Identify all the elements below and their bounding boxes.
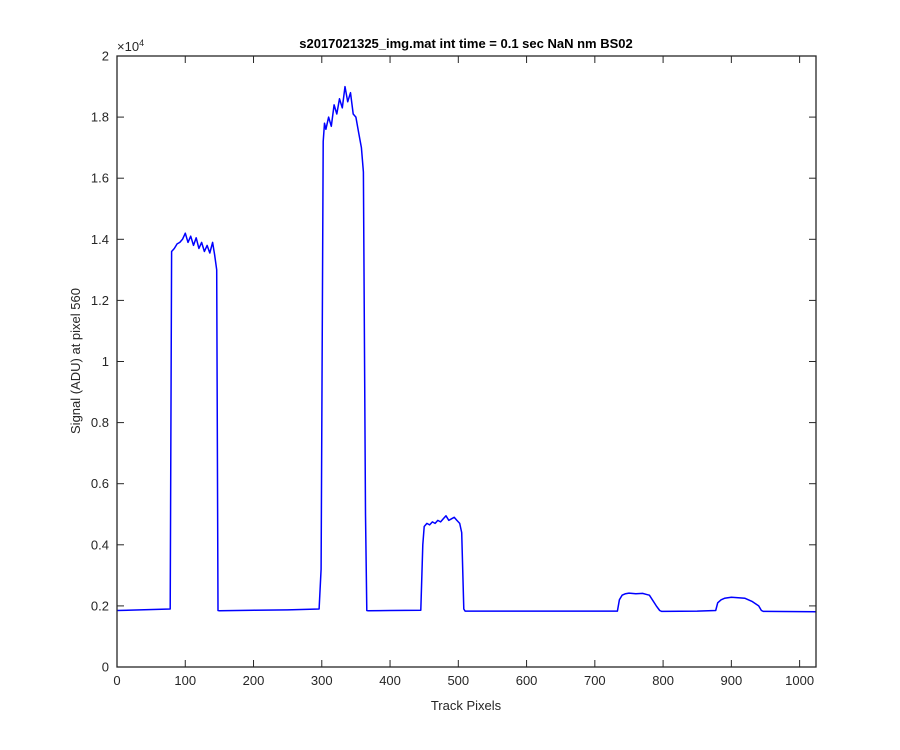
y-tick-label: 1 — [102, 354, 109, 369]
y-axis-exponent: ×104 — [117, 38, 144, 54]
x-tick-label: 500 — [447, 673, 469, 688]
x-tick-label: 100 — [174, 673, 196, 688]
x-tick-label: 0 — [113, 673, 120, 688]
series-layer — [116, 85, 817, 613]
y-axis-label: Signal (ADU) at pixel 560 — [68, 288, 83, 434]
y-axis-exponent-power: 4 — [139, 38, 144, 48]
x-tick-label: 900 — [721, 673, 743, 688]
y-tick-label: 0.8 — [91, 415, 109, 430]
y-tick-label: 0 — [102, 660, 109, 675]
x-tick-label: 200 — [243, 673, 265, 688]
y-axis-exponent-base: ×10 — [117, 39, 139, 54]
y-tick-label: 1.4 — [91, 232, 109, 247]
x-axis-label: Track Pixels — [431, 698, 502, 713]
y-tick-label: 0.2 — [91, 598, 109, 613]
y-tick-label: 2 — [102, 49, 109, 64]
y-tick-label: 0.6 — [91, 476, 109, 491]
y-tick-label: 1.6 — [91, 171, 109, 186]
y-tick-label: 0.4 — [91, 537, 109, 552]
chart-title: s2017021325_img.mat int time = 0.1 sec N… — [299, 36, 633, 51]
x-tick-label: 600 — [516, 673, 538, 688]
x-tick-label: 700 — [584, 673, 606, 688]
y-tick-label: 1.2 — [91, 293, 109, 308]
x-tick-label: 400 — [379, 673, 401, 688]
ticks-layer: 0 100 200 300 400 500 600 700 800 900 1000 0 0.2 0.4 0… — [91, 49, 816, 688]
x-tick-label: 300 — [311, 673, 333, 688]
axes-box — [116, 55, 817, 668]
x-tick-label: 1000 — [785, 673, 814, 688]
y-tick-label: 1.8 — [91, 110, 109, 125]
series-line — [116, 85, 817, 613]
plot-area — [117, 56, 816, 667]
x-tick-label: 800 — [652, 673, 674, 688]
